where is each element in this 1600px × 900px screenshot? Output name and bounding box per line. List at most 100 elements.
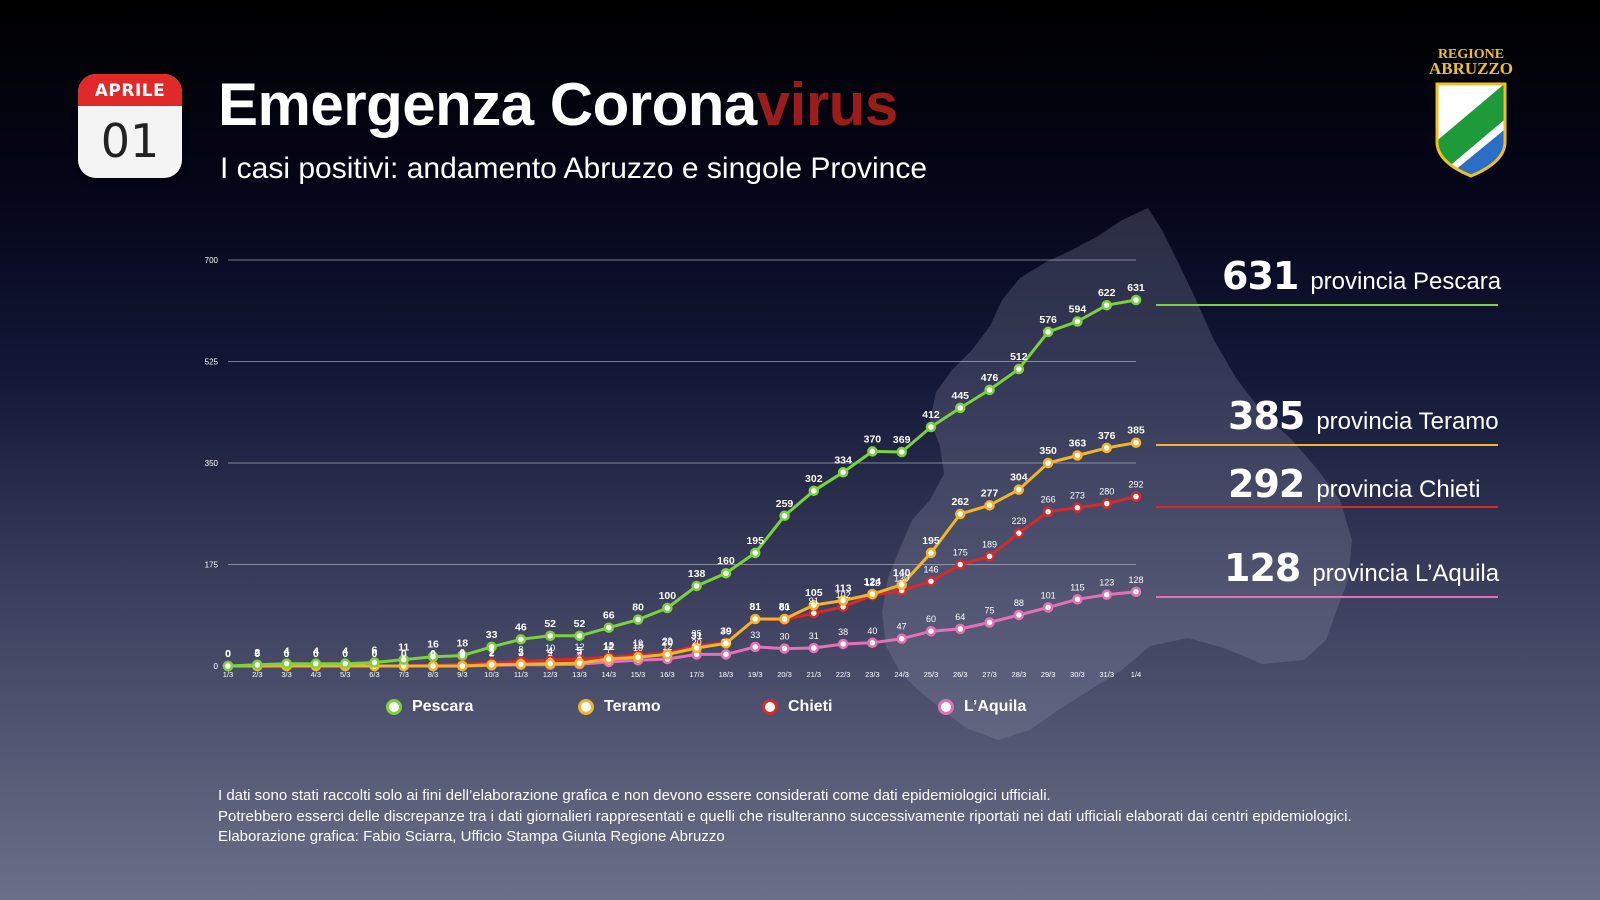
- data-label-pescara: 476: [981, 372, 999, 384]
- data-label-laquila: 20: [721, 637, 731, 647]
- data-point-pescara: [896, 446, 907, 458]
- x-tick-label: 20/3: [777, 670, 792, 679]
- data-label-laquila: 101: [1041, 590, 1056, 600]
- data-label-laquila: 3: [577, 647, 582, 657]
- data-point-laquila: [837, 638, 849, 650]
- data-label-laquila: 0: [284, 649, 289, 659]
- calendar-month: APRILE: [78, 74, 182, 106]
- data-label-pescara: 631: [1127, 282, 1145, 294]
- data-point-teramo: [984, 500, 995, 511]
- data-label-chieti: 175: [953, 548, 968, 558]
- data-label-chieti: 292: [1128, 480, 1143, 490]
- data-label-pescara: 370: [864, 433, 882, 445]
- data-label-laquila: 0: [225, 649, 230, 659]
- data-label-chieti: 5: [489, 646, 494, 656]
- data-point-laquila: [1130, 586, 1142, 598]
- x-tick-label: 24/3: [894, 670, 909, 679]
- data-point-teramo: [749, 613, 761, 625]
- data-point-laquila: [984, 617, 995, 628]
- legend-marker-icon: [762, 698, 778, 715]
- data-point-teramo: [1130, 437, 1142, 448]
- data-label-chieti: 40: [721, 626, 731, 636]
- legend-item-pescara: Pescara: [386, 698, 473, 716]
- data-point-chieti: [925, 576, 937, 587]
- data-label-laquila: 33: [750, 630, 760, 640]
- data-label-chieti: 229: [1011, 516, 1026, 526]
- data-point-teramo: [691, 642, 702, 654]
- data-label-pescara: 412: [922, 409, 940, 421]
- data-point-teramo: [867, 588, 878, 600]
- data-point-teramo: [544, 658, 556, 669]
- data-point-pescara: [603, 622, 615, 633]
- x-tick-label: 1/3: [223, 670, 233, 679]
- data-point-laquila: [720, 649, 732, 660]
- data-point-laquila: [1013, 609, 1025, 621]
- legend-label: Chieti: [788, 698, 833, 715]
- data-label-teramo: 0: [254, 648, 260, 660]
- data-point-pescara: [632, 614, 644, 625]
- data-point-pescara: [662, 602, 673, 614]
- data-point-teramo: [662, 649, 673, 660]
- data-label-teramo: 39: [720, 625, 732, 637]
- data-label-chieti: 12: [574, 642, 584, 652]
- y-tick-label: 700: [205, 256, 219, 265]
- data-point-laquila: [955, 623, 966, 635]
- data-point-pescara: [955, 402, 966, 414]
- x-tick-label: 16/3: [660, 670, 675, 679]
- x-tick-label: 25/3: [924, 670, 939, 679]
- data-label-pescara: 2: [254, 647, 260, 659]
- data-point-laquila: [896, 633, 907, 644]
- data-label-pescara: 4: [342, 646, 348, 658]
- y-tick-label: 175: [205, 561, 219, 570]
- data-label-laquila: 0: [431, 649, 436, 659]
- data-point-laquila: [925, 625, 937, 637]
- data-point-pescara: [369, 657, 380, 668]
- data-point-teramo: [632, 652, 644, 663]
- y-tick-label: 0: [214, 662, 219, 671]
- data-point-laquila: [1042, 602, 1054, 613]
- data-label-teramo: 15: [632, 639, 644, 651]
- x-tick-label: 4/3: [311, 670, 321, 679]
- data-label-chieti: 19: [633, 638, 643, 648]
- data-label-chieti: 80: [780, 603, 790, 613]
- y-tick-label: 350: [205, 459, 219, 468]
- data-point-teramo: [457, 660, 468, 672]
- data-point-pescara: [222, 660, 234, 672]
- data-point-pescara: [515, 634, 527, 645]
- summary-value: 631: [1222, 254, 1299, 298]
- summary-laquila: 128 provincia L’Aquila: [1224, 546, 1499, 590]
- data-point-pescara: [1013, 363, 1025, 375]
- data-label-laquila: 12: [662, 642, 672, 652]
- x-tick-label: 2/3: [252, 670, 262, 679]
- data-point-pescara: [867, 446, 878, 457]
- summary-pescara: 631 provincia Pescara: [1222, 254, 1501, 298]
- data-point-pescara: [544, 630, 556, 642]
- data-label-laquila: 20: [692, 637, 702, 647]
- data-label-teramo: 0: [430, 648, 436, 660]
- data-label-pescara: 334: [834, 454, 852, 466]
- x-tick-label: 7/3: [399, 670, 409, 679]
- legend-marker-icon: [386, 698, 402, 715]
- data-label-chieti: 130: [894, 574, 909, 584]
- x-tick-label: 13/3: [572, 670, 587, 679]
- series-line-chieti: [228, 495, 1137, 668]
- data-point-pescara: [837, 467, 849, 478]
- data-point-pescara: [779, 510, 790, 522]
- legend-item-teramo: Teramo: [578, 698, 661, 716]
- data-label-laquila: 0: [460, 649, 465, 659]
- x-tick-label: 28/3: [1012, 670, 1027, 679]
- data-point-teramo: [603, 653, 615, 665]
- data-point-pescara: [339, 658, 351, 669]
- summary-underline: [1156, 304, 1498, 306]
- data-label-chieti: 0: [225, 649, 230, 659]
- data-point-pescara: [310, 658, 322, 669]
- x-tick-label: 9/3: [457, 670, 467, 679]
- data-label-teramo: 4: [547, 646, 553, 658]
- data-label-pescara: 52: [544, 618, 556, 630]
- data-point-pescara: [1130, 294, 1142, 306]
- data-label-pescara: 80: [632, 602, 644, 614]
- calendar-icon: APRILE 01: [78, 74, 182, 178]
- data-point-chieti: [984, 551, 995, 562]
